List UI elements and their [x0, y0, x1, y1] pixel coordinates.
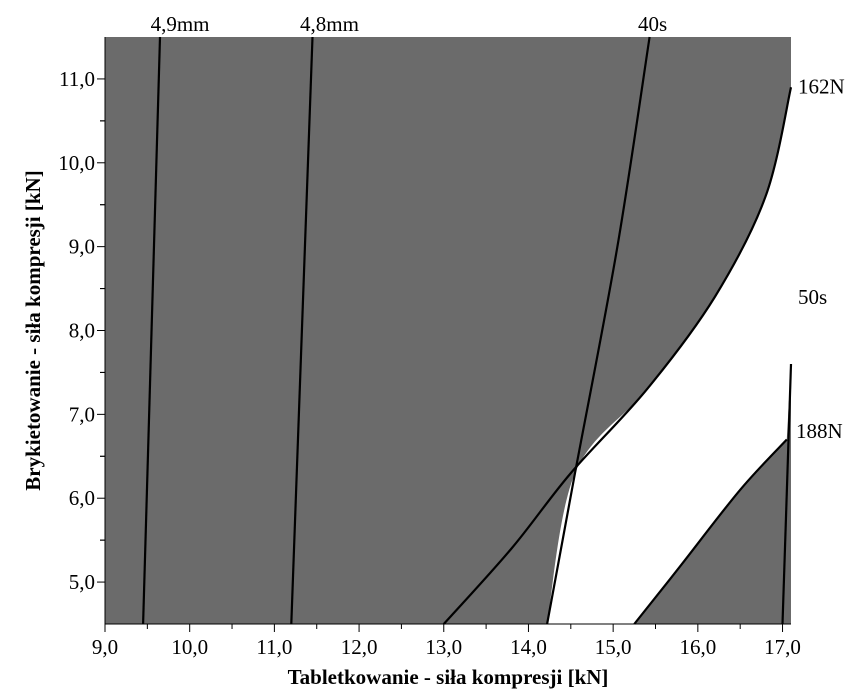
contour-line-162n: [442, 87, 793, 625]
x-axis: 9,0 10,0 11,0 12,0 13,0 14,0 15,0 16,0 17,0: [92, 623, 801, 659]
y-tick-label: 10,0: [58, 151, 95, 175]
y-axis: 5,0 6,0 7,0 8,0 9,0 10,0 11,0: [58, 37, 106, 624]
x-tick-label: 15,0: [595, 635, 632, 659]
contour-line-40s: [546, 36, 651, 625]
plot-area: [105, 37, 791, 625]
x-tick-label: 12,0: [341, 635, 378, 659]
contour-label-50s: 50s: [798, 285, 827, 309]
y-axis-title: Brykietowanie - siła kompresji [kN]: [21, 170, 45, 490]
x-axis-title: Tabletkowanie - siła kompresji [kN]: [288, 665, 609, 689]
contour-line-4-8mm: [290, 36, 314, 625]
contour-label-40s: 40s: [638, 12, 667, 36]
x-tick-label: 9,0: [92, 635, 118, 659]
contour-labels: 4,9mm 4,8mm 40s 50s 162N 188N: [151, 12, 845, 443]
contour-line-4-9mm: [142, 36, 162, 625]
contour-label-4-8mm: 4,8mm: [300, 12, 359, 36]
y-tick-label: 7,0: [69, 402, 95, 426]
x-tick-label: 11,0: [256, 635, 292, 659]
x-tick-label: 17,0: [764, 635, 801, 659]
x-tick-label: 13,0: [425, 635, 462, 659]
y-tick-label: 8,0: [69, 319, 95, 343]
y-tick-label: 9,0: [69, 235, 95, 259]
y-tick-label: 6,0: [69, 486, 95, 510]
contour-lines: [142, 36, 793, 625]
contour-label-4-9mm: 4,9mm: [151, 12, 210, 36]
x-tick-label: 16,0: [679, 635, 716, 659]
y-tick-label: 5,0: [69, 570, 95, 594]
design-space-region: [547, 87, 791, 625]
contour-line-edge-6: [781, 363, 793, 625]
x-tick-label: 14,0: [510, 635, 547, 659]
contour-line-188n: [633, 438, 788, 625]
contour-label-188n: 188N: [796, 419, 843, 443]
x-tick-label: 10,0: [171, 635, 208, 659]
y-tick-label: 11,0: [59, 67, 95, 91]
contour-label-162n: 162N: [798, 74, 845, 98]
